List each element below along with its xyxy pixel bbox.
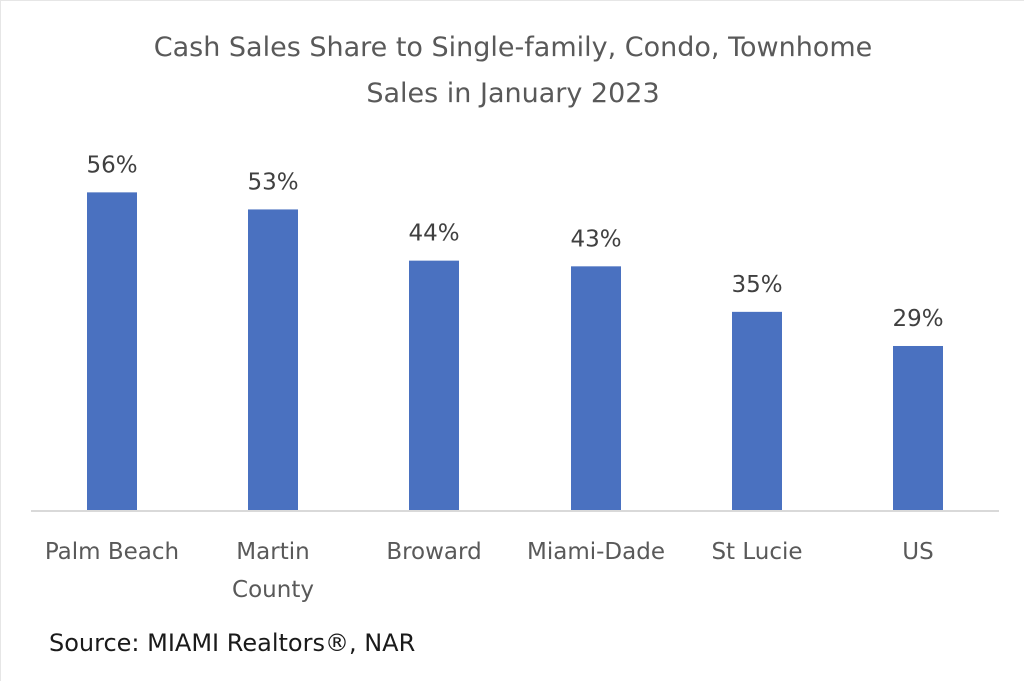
- source-note: Source: MIAMI Realtors®, NAR: [49, 629, 416, 657]
- data-label-martin-county: 53%: [247, 169, 298, 195]
- chart-title-line-1: Cash Sales Share to Single-family, Condo…: [154, 32, 873, 63]
- category-tick-palm-beach: Palm Beach: [45, 539, 179, 565]
- data-label-broward: 44%: [408, 221, 459, 247]
- bar-st-lucie: [732, 311, 782, 511]
- category-tick-broward: Broward: [386, 539, 481, 565]
- category-tick-st-lucie: St Lucie: [711, 539, 802, 565]
- bar-us: [893, 345, 943, 511]
- category-tick-us: US: [902, 539, 933, 565]
- chart-title-line-2: Sales in January 2023: [366, 78, 659, 109]
- category-ticks-layer: Palm Beach Martin County Broward Miami-Dade S…: [45, 539, 934, 603]
- data-label-st-lucie: 35%: [731, 272, 782, 298]
- data-labels-layer: 56% 53% 44% 43% 35% 29%: [86, 152, 943, 332]
- bar-broward: [409, 260, 459, 511]
- data-label-miami-dade: 43%: [570, 226, 621, 252]
- bar-miami-dade: [571, 266, 621, 511]
- category-tick-miami-dade: Miami-Dade: [527, 539, 665, 565]
- data-label-palm-beach: 56%: [86, 152, 137, 178]
- data-label-us: 29%: [892, 306, 943, 332]
- category-tick-martin-county-line-1: Martin: [236, 539, 309, 565]
- category-tick-martin-county-line-2: County: [232, 577, 314, 603]
- bar-palm-beach: [87, 192, 137, 512]
- bar-martin-county: [248, 209, 298, 511]
- bars-layer: [87, 192, 943, 512]
